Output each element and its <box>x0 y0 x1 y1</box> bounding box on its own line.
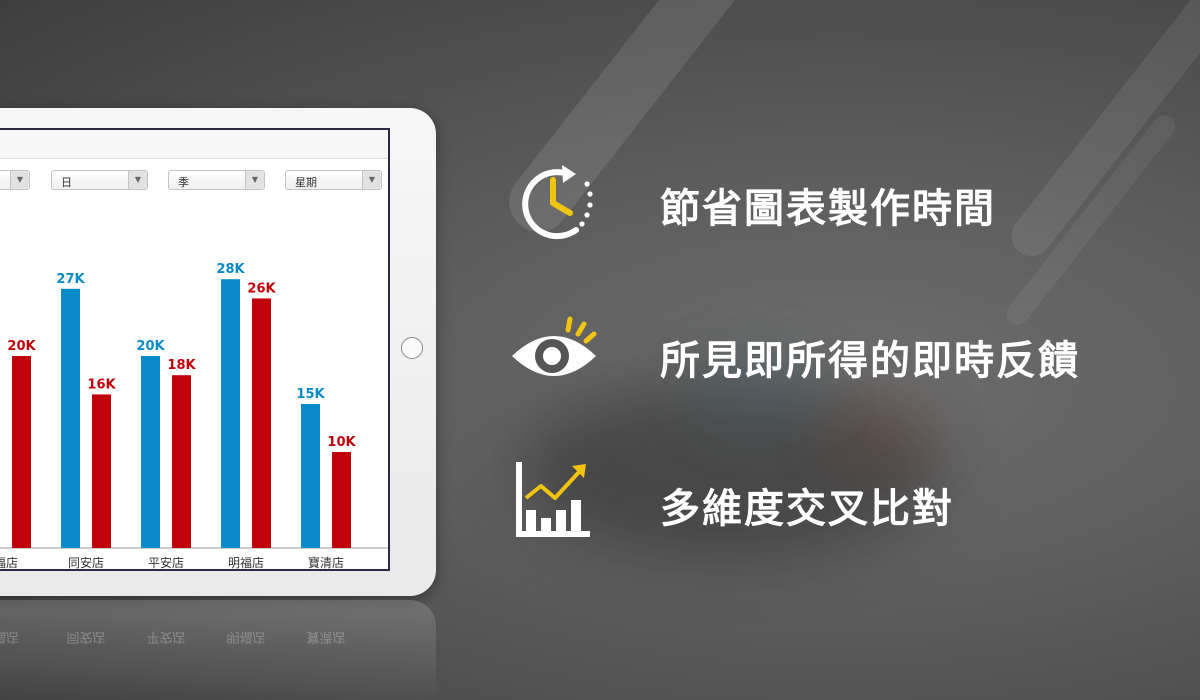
bar <box>252 298 271 548</box>
reflection-label: 寶清店 <box>306 629 346 644</box>
reflection-label: 平安店 <box>146 629 186 644</box>
reflection-labels: 福店 同安店 平安店 明福店 寶清店 <box>0 628 390 648</box>
data-label: 27K <box>56 272 85 287</box>
dropdown-filter-1[interactable]: ▼ <box>0 170 30 190</box>
dropdown-quarter[interactable]: 季 ▼ <box>168 170 265 190</box>
data-label: 16K <box>87 377 116 392</box>
background-blur <box>830 410 930 460</box>
screen-toolbar <box>0 130 388 159</box>
feature-wysiwyg: 所見即所得的即時反饋 <box>510 310 1190 396</box>
dropdown-label: 星期 <box>295 176 317 189</box>
tablet-screen: ▼ 日 ▼ 季 ▼ 星期 ▼ K20K福店27K16K同安店20K18K平安店2… <box>0 128 390 571</box>
feature-multi-dimension: 多維度交叉比對 <box>510 458 1190 544</box>
dropdown-day[interactable]: 日 ▼ <box>51 170 148 190</box>
chevron-down-icon: ▼ <box>245 171 264 189</box>
bar <box>92 394 111 548</box>
home-button[interactable] <box>401 337 423 359</box>
data-label: 15K <box>296 387 325 402</box>
feature-save-time: 節省圖表製作時間 <box>510 158 1190 244</box>
data-label: 10K <box>327 435 356 450</box>
category-label: 寶清店 <box>308 555 344 570</box>
feature-label: 節省圖表製作時間 <box>660 186 996 232</box>
data-label: 20K <box>7 339 36 354</box>
reflection-label: 同安店 <box>66 629 106 644</box>
category-label: 明福店 <box>228 555 264 570</box>
category-label: 平安店 <box>148 555 184 570</box>
clock-refresh-icon <box>522 165 593 240</box>
dropdown-label: 日 <box>61 176 72 189</box>
chevron-down-icon: ▼ <box>128 171 147 189</box>
bar <box>221 279 240 548</box>
bar <box>141 356 160 548</box>
category-label: 同安店 <box>68 555 104 570</box>
bar <box>332 452 351 548</box>
tablet-reflection <box>0 600 436 700</box>
growth-chart-icon <box>516 462 590 537</box>
dropdown-weekday[interactable]: 星期 ▼ <box>285 170 382 190</box>
category-label: 福店 <box>0 555 18 570</box>
bar <box>301 404 320 548</box>
chevron-down-icon: ▼ <box>10 171 29 189</box>
bar <box>172 375 191 548</box>
bar <box>12 356 31 548</box>
data-label: 18K <box>167 358 196 373</box>
reflection-label: 福店 <box>0 629 20 644</box>
reflection-label: 明福店 <box>226 629 266 644</box>
data-label: 26K <box>247 281 276 296</box>
data-label: 20K <box>136 339 165 354</box>
feature-label: 所見即所得的即時反饋 <box>660 338 1080 384</box>
dropdown-label: 季 <box>178 176 189 189</box>
data-label: 28K <box>216 262 245 277</box>
chevron-down-icon: ▼ <box>362 171 381 189</box>
eye-icon <box>512 316 597 376</box>
feature-label: 多維度交叉比對 <box>660 486 954 532</box>
bar-chart: K20K福店27K16K同安店20K18K平安店28K26K明福店15K10K寶… <box>0 262 388 570</box>
bar <box>61 288 80 548</box>
